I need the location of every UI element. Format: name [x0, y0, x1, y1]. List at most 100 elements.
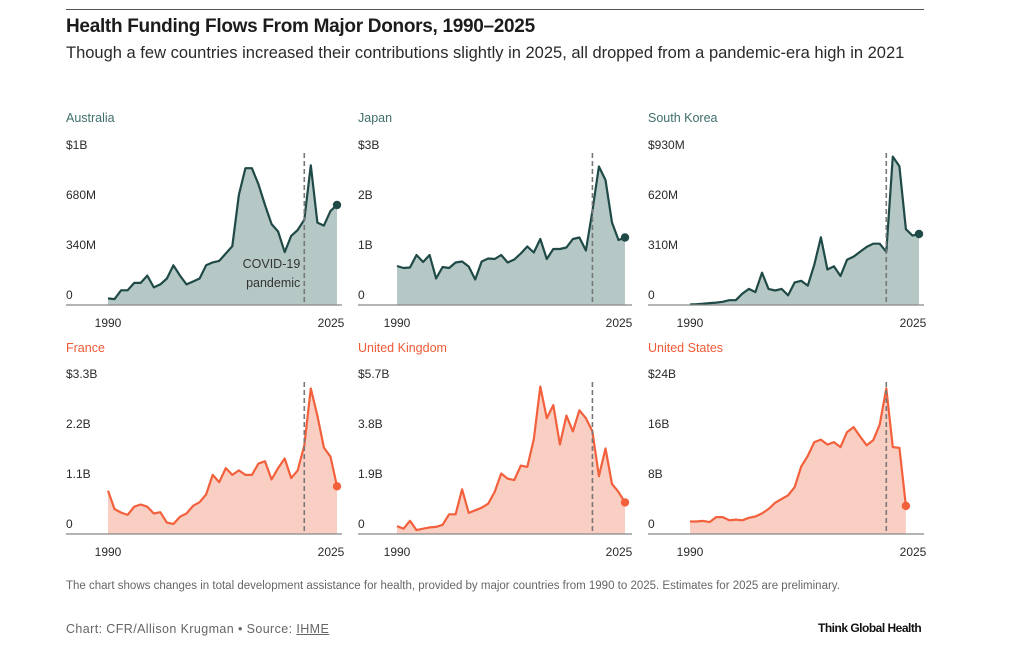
- data-point: [833, 265, 835, 267]
- data-point: [198, 277, 200, 279]
- series-line: [107, 164, 338, 301]
- data-point: [179, 516, 181, 518]
- y-tick-label: 680M: [66, 188, 96, 202]
- x-tick-label: 1990: [384, 545, 411, 559]
- x-tick-label: 1990: [384, 316, 411, 330]
- data-point: [225, 467, 227, 469]
- data-point: [435, 526, 437, 528]
- data-point: [270, 223, 272, 225]
- data-point: [520, 252, 522, 254]
- y-tick-label: 8B: [648, 467, 663, 481]
- data-point: [323, 224, 325, 226]
- y-tick-label: 2B: [358, 188, 373, 202]
- data-point: [546, 258, 548, 260]
- series-area: [690, 156, 919, 305]
- data-point: [761, 512, 763, 514]
- data-point: [500, 472, 502, 474]
- data-point: [728, 519, 730, 521]
- data-point: [428, 254, 430, 256]
- data-point: [526, 466, 528, 468]
- data-point: [166, 277, 168, 279]
- data-point: [396, 265, 398, 267]
- data-point: [859, 435, 861, 437]
- source-link[interactable]: IHME: [296, 622, 330, 636]
- data-point: [415, 529, 417, 531]
- data-point: [735, 299, 737, 301]
- series-area: [108, 165, 337, 305]
- data-point: [323, 446, 325, 448]
- end-point-marker: [332, 482, 342, 491]
- data-point: [297, 469, 299, 471]
- panel-united-states: United States 0 8B 16B $24B 1990 2025: [648, 341, 927, 559]
- data-point: [708, 302, 710, 304]
- panel-australia: Australia 0 340M 680M $1B 1990 2025 COVID-19 pan…: [66, 111, 345, 330]
- y-tick-label: 16B: [648, 417, 669, 431]
- data-point: [892, 446, 894, 448]
- data-point: [526, 245, 528, 247]
- data-point: [578, 236, 580, 238]
- data-point: [879, 423, 881, 425]
- y-tick-label: 620M: [648, 188, 678, 202]
- data-point: [774, 289, 776, 291]
- y-tick-label: $930M: [648, 138, 685, 152]
- data-point: [435, 277, 437, 279]
- series-line: [106, 387, 339, 526]
- data-point: [898, 165, 900, 167]
- data-point: [238, 469, 240, 471]
- data-point: [494, 258, 496, 260]
- data-point: [428, 526, 430, 528]
- data-point: [559, 248, 561, 250]
- data-point: [284, 251, 286, 253]
- data-point: [461, 488, 463, 490]
- data-point: [820, 236, 822, 238]
- data-point: [329, 456, 331, 458]
- data-point: [578, 409, 580, 411]
- data-point: [761, 272, 763, 274]
- country-label: France: [66, 341, 105, 355]
- x-tick-label: 2025: [900, 316, 927, 330]
- chart-credit: Chart: CFR/Allison Krugman • Source: IHM…: [66, 622, 329, 636]
- data-point: [231, 245, 233, 247]
- data-point: [565, 246, 567, 248]
- data-point: [396, 525, 398, 527]
- data-point: [120, 289, 122, 291]
- panel-south-korea: South Korea 0 310M 620M $930M 1990 2025: [648, 111, 927, 330]
- data-point: [494, 491, 496, 493]
- data-point: [722, 516, 724, 518]
- series-line: [689, 155, 920, 306]
- y-tick-label: $3.3B: [66, 367, 97, 381]
- y-tick-label: 0: [648, 517, 655, 531]
- data-point: [598, 165, 600, 167]
- end-point-marker: [914, 229, 924, 239]
- data-point: [787, 294, 789, 296]
- data-point: [454, 513, 456, 515]
- data-point: [689, 520, 691, 522]
- data-point: [559, 443, 561, 445]
- data-point: [539, 385, 541, 387]
- data-point: [185, 512, 187, 514]
- data-point: [905, 228, 907, 230]
- data-point: [448, 267, 450, 269]
- data-point: [539, 238, 541, 240]
- country-label: Australia: [66, 111, 115, 125]
- data-point: [205, 493, 207, 495]
- data-point: [767, 508, 769, 510]
- y-tick-label: 340M: [66, 238, 96, 252]
- y-tick-label: 0: [358, 288, 365, 302]
- data-point: [126, 514, 128, 516]
- data-point: [218, 481, 220, 483]
- data-point: [598, 475, 600, 477]
- x-tick-label: 1990: [677, 316, 704, 330]
- data-point: [120, 511, 122, 513]
- series-line: [396, 385, 626, 532]
- data-point: [257, 183, 259, 185]
- data-point: [468, 512, 470, 514]
- data-point: [852, 426, 854, 428]
- data-point: [604, 179, 606, 181]
- data-point: [198, 501, 200, 503]
- data-point: [617, 491, 619, 493]
- data-point: [787, 494, 789, 496]
- series-line: [690, 387, 907, 524]
- data-point: [572, 238, 574, 240]
- data-point: [107, 297, 109, 299]
